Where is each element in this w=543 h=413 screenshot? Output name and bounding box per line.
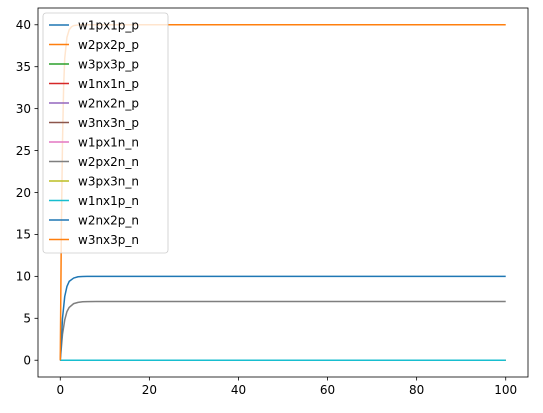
x-tick-label: 20 (142, 383, 157, 397)
y-tick-label: 5 (23, 312, 31, 326)
y-tick-label: 40 (16, 18, 31, 32)
legend-label: w3nx3p_n (78, 233, 139, 247)
y-tick-label: 10 (16, 270, 31, 284)
x-tick-label: 80 (409, 383, 424, 397)
legend-label: w2px2n_n (78, 155, 139, 169)
legend-label: w1nx1n_p (78, 77, 139, 91)
legend-label: w3px3n_n (78, 174, 139, 188)
legend-label: w2px2p_p (78, 38, 139, 52)
legend-label: w1px1p_p (78, 18, 139, 32)
y-tick-label: 25 (16, 144, 31, 158)
y-tick-label: 20 (16, 186, 31, 200)
y-tick-label: 0 (23, 354, 31, 368)
series-line-w2nx2p_n (59, 275, 506, 361)
legend-label: w2nx2n_p (78, 96, 139, 110)
legend-label: w2nx2p_n (78, 213, 139, 227)
legend-label: w3nx3n_p (78, 116, 139, 130)
series-line-w2px2n_n (59, 300, 506, 361)
x-tick-label: 40 (231, 383, 246, 397)
x-tick-label: 0 (56, 383, 64, 397)
legend: w1px1p_p w2px2p_p w3px3p_p w1nx1n_p w2nx2n_p… (42, 12, 169, 254)
legend-label: w1px1n_n (78, 135, 139, 149)
y-tick-label: 15 (16, 228, 31, 242)
x-tick-label: 100 (494, 383, 517, 397)
x-tick-label: 60 (320, 383, 335, 397)
x-axis: 0 20 40 60 80 100 (56, 377, 517, 397)
legend-label: w1nx1p_n (78, 194, 139, 208)
y-tick-label: 35 (16, 60, 31, 74)
legend-box (42, 12, 169, 254)
y-tick-label: 30 (16, 102, 31, 116)
y-axis: 0 5 10 15 20 25 30 35 40 (16, 18, 38, 368)
legend-label: w3px3p_p (78, 57, 139, 71)
